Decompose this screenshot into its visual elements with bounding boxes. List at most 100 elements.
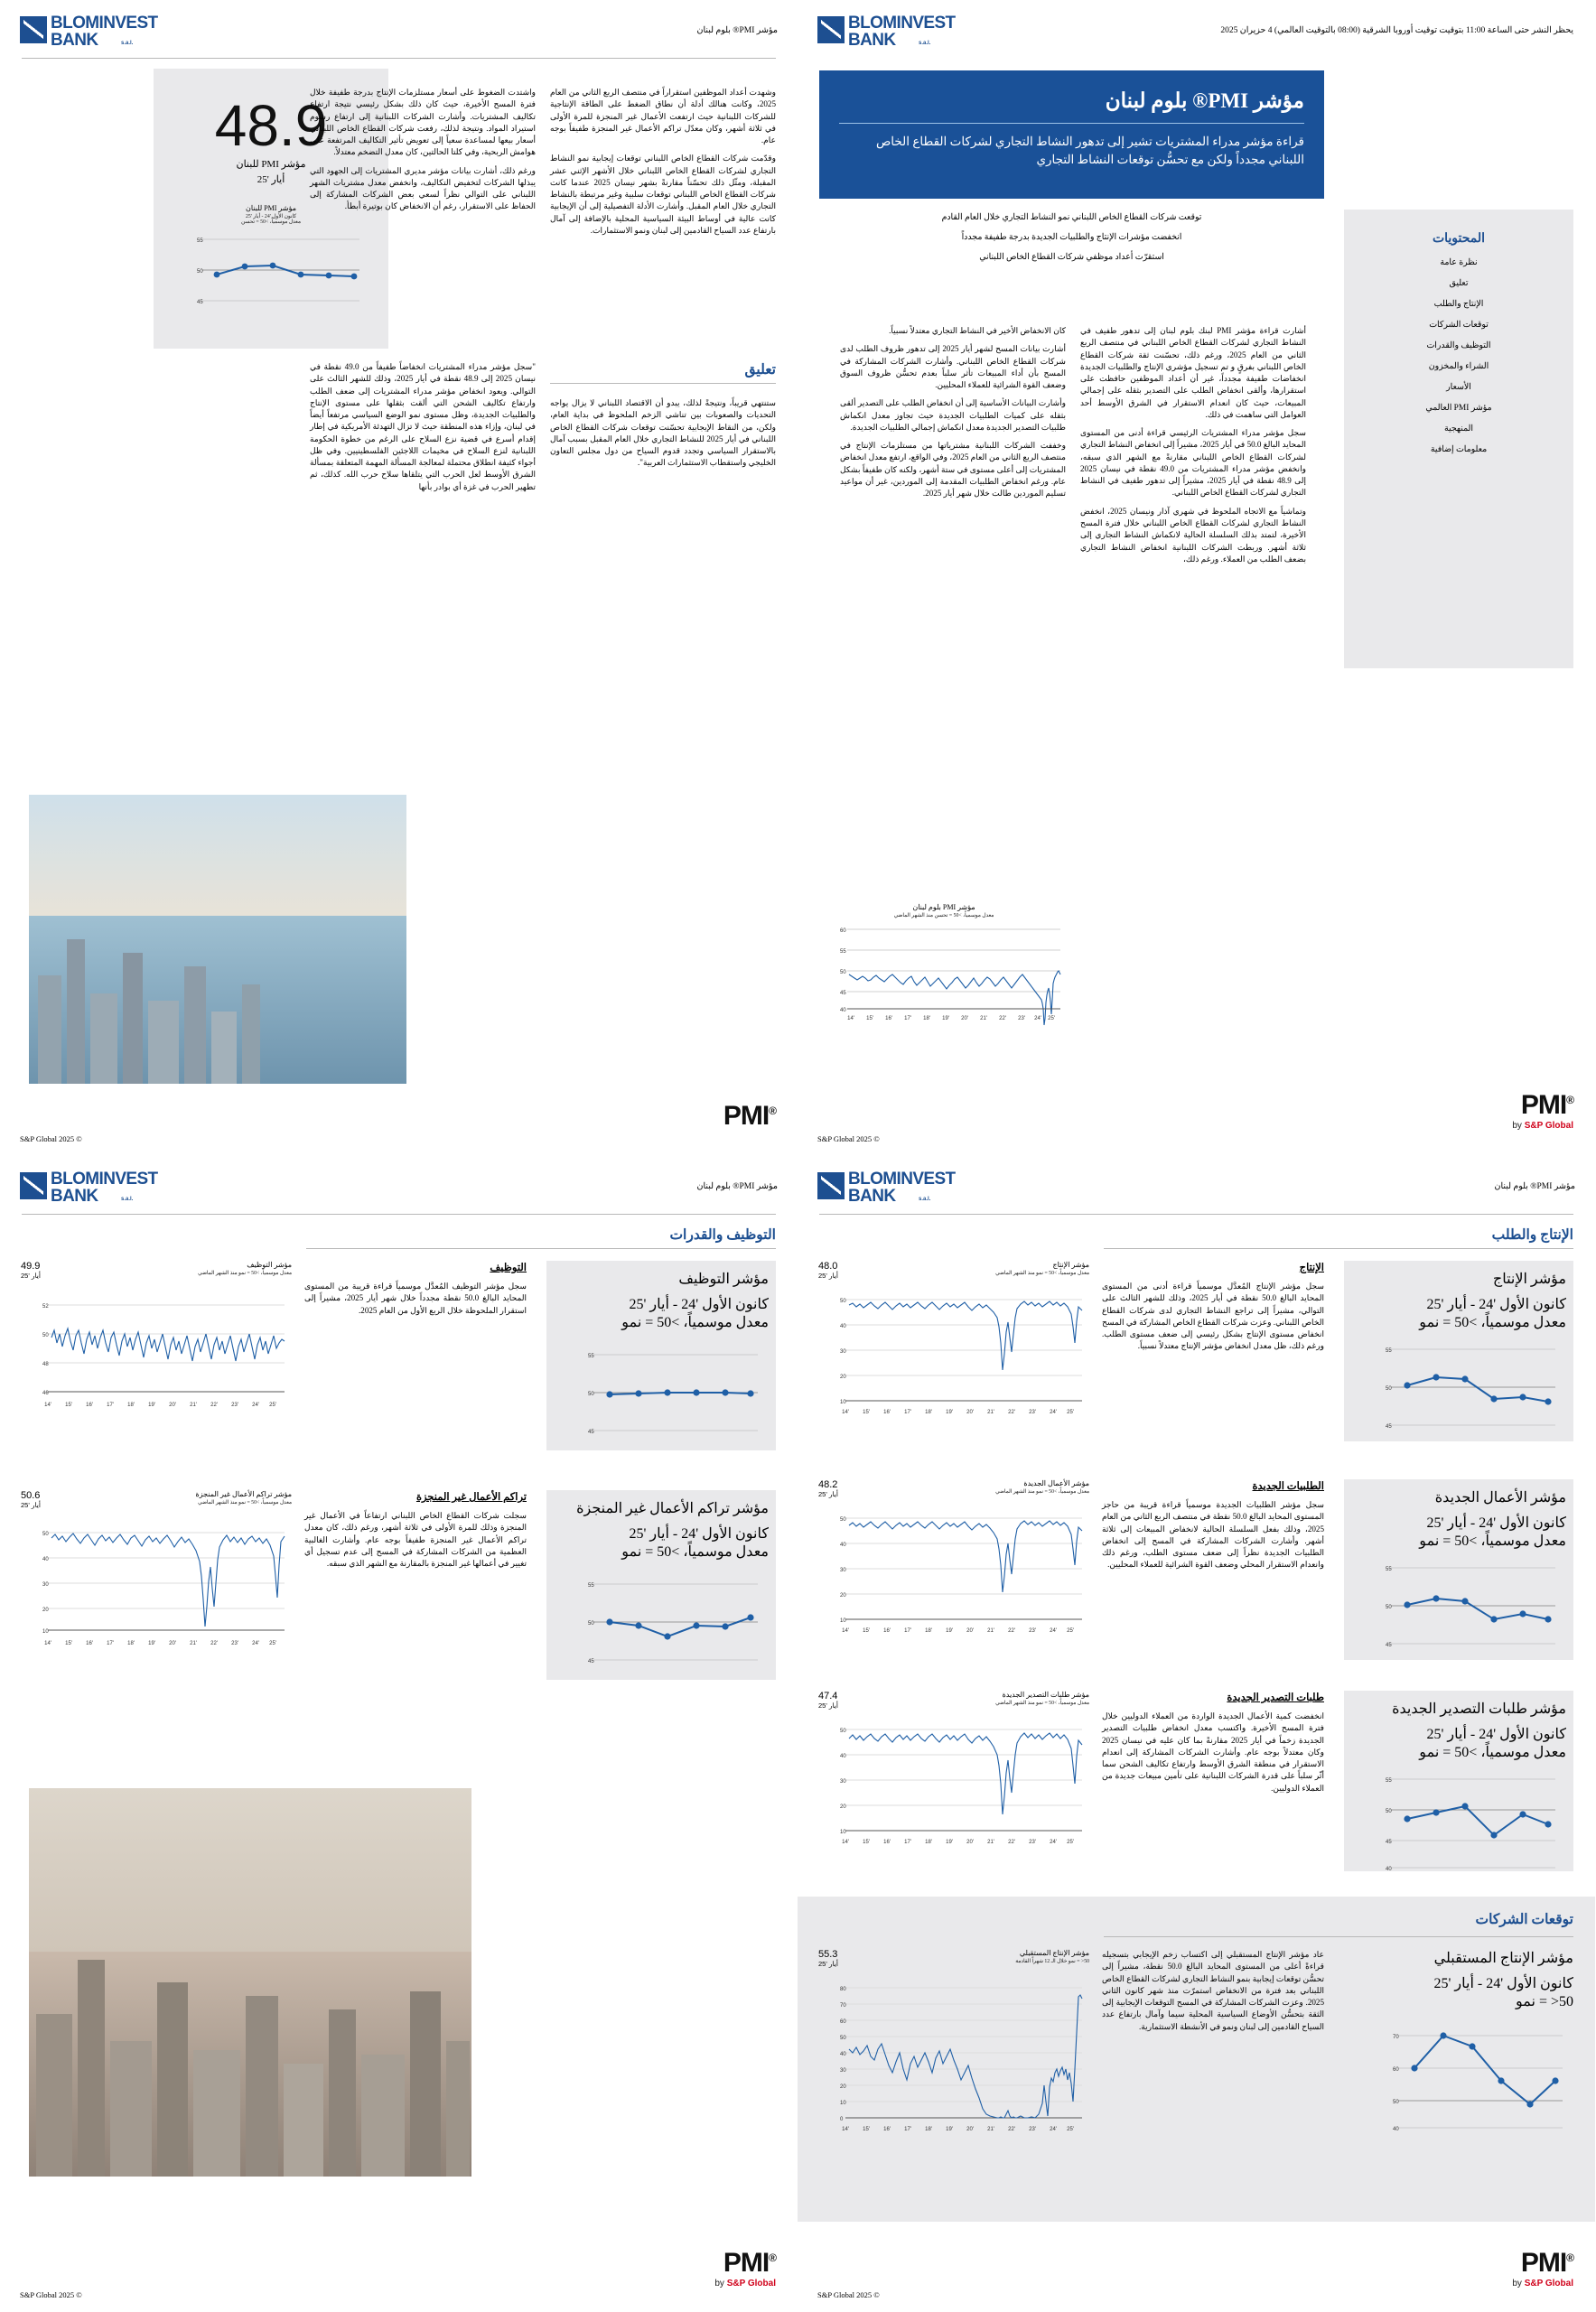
svg-text:'15: '15: [863, 1410, 870, 1415]
toc-item-global-pmi[interactable]: مؤشر PMI العالمي: [1425, 404, 1492, 413]
hero-divider: [839, 123, 1304, 125]
commentary-m1: ورغم ذلك، أشارت بيانات مؤشر مديري المشتر…: [310, 165, 536, 211]
block-new-export-orders: طلبات التصدير الجديدة انخفضت كمية الأعما…: [1102, 1691, 1324, 1801]
page4-section-title: التوظيف والقدرات: [669, 1227, 776, 1243]
toc-item-expectations[interactable]: توقعات الشركات: [1429, 321, 1489, 330]
toc-item-more-info[interactable]: معلومات إضافية: [1430, 445, 1488, 454]
logo-line1: BLOMINVEST: [848, 14, 956, 33]
svg-text:'19: '19: [946, 2127, 953, 2132]
svg-text:45: 45: [588, 1659, 594, 1664]
city-bld-11: [446, 2041, 470, 2177]
block-new-orders: الطلبيات الجديدة سجل مؤشر الطلبيات الجدي…: [1102, 1479, 1324, 1578]
svg-text:'15: '15: [863, 1628, 870, 1634]
svg-text:10: 10: [42, 1629, 49, 1635]
panel-expect-svg: 70 60 50 40: [1393, 2032, 1563, 2132]
block-backlogs-text: سجلت شركات القطاع الخاص اللبناني ارتفاعا…: [304, 1511, 527, 1569]
svg-text:'21: '21: [190, 1641, 197, 1646]
svg-text:'22: '22: [1008, 1410, 1015, 1415]
svg-text:'14: '14: [842, 1410, 849, 1415]
svg-text:'17: '17: [904, 2127, 911, 2132]
svg-text:60: 60: [840, 2019, 846, 2025]
chart-backlogs-svg: 50 40 30 20 10 '14 '15 '16 '17 '18 '19 '…: [42, 1532, 285, 1646]
city-bld-7: [284, 2064, 323, 2177]
headline-index-date: أيار '25: [257, 173, 285, 185]
svg-text:'24: '24: [1050, 1410, 1057, 1415]
chart-future-output: 55.3 أيار '25 مؤشر الإنتاج المستقبلي 50<…: [818, 1949, 1089, 2150]
svg-text:50: 50: [1386, 1605, 1392, 1610]
panel-new-export-svg: 55 50 45 40: [1386, 1778, 1555, 1872]
svg-text:'18: '18: [127, 1641, 135, 1646]
commentary-quote-col: "سجل مؤشر مدراء المشتريات انخفاضاً طفيفا…: [310, 361, 536, 499]
svg-text:'17: '17: [904, 1840, 911, 1845]
svg-text:'18: '18: [925, 1628, 932, 1634]
svg-text:55: 55: [1386, 1348, 1392, 1354]
panel-output-title: مؤشر الإنتاج: [1492, 1272, 1566, 1287]
logo3-sal: s.a.l.: [919, 1197, 931, 1202]
svg-text:'16: '16: [885, 1016, 892, 1021]
commentary-m0: واشتدت الضغوط على أسعار مستلزمات الإنتاج…: [310, 88, 536, 157]
svg-text:50: 50: [840, 1517, 846, 1523]
logo3-line1: BLOMINVEST: [848, 1170, 956, 1189]
chart-output: 48.0 أيار '25 مؤشر الإنتاج معدل موسمياً،…: [818, 1261, 1089, 1426]
commentary-heading: تعليق: [744, 362, 776, 378]
page3-pmi-logo: PMI® by S&P Global: [1512, 2245, 1574, 2289]
svg-text:'14: '14: [44, 1641, 51, 1646]
panel-new-orders-mini: مؤشر الأعمال الجديدة كانون الأول '24 - أ…: [1344, 1479, 1573, 1660]
toc-item-overview[interactable]: نظرة عامة: [1440, 258, 1478, 267]
svg-text:50: 50: [1386, 1386, 1392, 1392]
svg-text:10: 10: [840, 1400, 846, 1405]
page4-running-head: مؤشر PMI® بلوم لبنان: [696, 1182, 778, 1191]
blominvest-logo-4: BLOMINVEST BANK s.a.l.: [20, 1169, 160, 1210]
panel-backlogs-mini: مؤشر تراكم الأعمال غير المنجزة كانون الأ…: [546, 1490, 776, 1680]
svg-text:50: 50: [588, 1621, 594, 1627]
svg-text:20: 20: [840, 2084, 846, 2090]
svg-text:40: 40: [840, 2052, 846, 2057]
chart-future-title: مؤشر الإنتاج المستقبلي: [1019, 1949, 1089, 1957]
svg-text:'20: '20: [966, 2127, 974, 2132]
toc-item-employment[interactable]: التوظيف والقدرات: [1426, 341, 1491, 350]
svg-text:'15: '15: [65, 1641, 72, 1646]
toc-item-output-demand[interactable]: الإنتاج والطلب: [1433, 300, 1484, 309]
chart-new-export-title: مؤشر طلبات التصدير الجديدة: [1002, 1691, 1089, 1699]
svg-text:48: 48: [42, 1362, 49, 1367]
svg-text:20: 20: [840, 1375, 846, 1380]
svg-text:'21: '21: [987, 2127, 994, 2132]
svg-text:'25: '25: [1067, 1840, 1074, 1845]
toc-item-commentary[interactable]: تعليق: [1449, 279, 1469, 288]
page1-pmi-logo: PMI® by S&P Global: [1512, 1087, 1574, 1132]
svg-text:'24: '24: [252, 1403, 259, 1408]
blominvest-logo: BLOMINVEST BANK s.a.l.: [817, 13, 957, 54]
svg-text:'21: '21: [190, 1403, 197, 1408]
page1-header: BLOMINVEST BANK s.a.l. يحظر النشر حتى ال…: [798, 0, 1595, 56]
svg-text:40: 40: [1386, 1867, 1392, 1872]
svg-text:'14: '14: [847, 1016, 854, 1021]
expectations-section-title: توقعات الشركات: [1475, 1912, 1574, 1927]
page3-running-head: مؤشر PMI® بلوم لبنان: [1494, 1182, 1575, 1191]
panel-new-orders-title: مؤشر الأعمال الجديدة: [1434, 1490, 1566, 1506]
logo-mark-icon-2: [20, 16, 47, 43]
overview-c3: وخففت الشركات اللبنانية مشترياتها من مست…: [840, 441, 1066, 499]
toc-item-purchasing[interactable]: الشراء والمخزون: [1428, 362, 1489, 371]
panel-backlogs-sub2: معدل موسمياً، >50 = نمو: [621, 1544, 769, 1560]
chart-new-orders-date: أيار '25: [818, 1489, 838, 1498]
toc-item-prices[interactable]: الأسعار: [1446, 383, 1471, 392]
toc-item-methodology[interactable]: المنهجية: [1444, 424, 1473, 434]
svg-text:46: 46: [42, 1391, 49, 1396]
chart-output-title: مؤشر الإنتاج: [1052, 1261, 1089, 1269]
svg-text:20: 20: [840, 1804, 846, 1810]
svg-text:'20: '20: [169, 1403, 176, 1408]
svg-text:45: 45: [1386, 1424, 1392, 1430]
cover-title: مؤشر PMI® بلوم لبنان: [1105, 89, 1304, 112]
block-employment: التوظيف سجل مؤشر التوظيف المُعدَّل موسمي…: [304, 1261, 527, 1323]
panel-new-orders-svg: 55 50 45: [1386, 1567, 1555, 1648]
chart-pmi-main-sub: معدل موسمياً، >50 = تحسن منذ الشهر الماض…: [893, 912, 994, 918]
chart-future-value: 55.3: [818, 1949, 838, 1960]
pmi-by-line-3: by S&P Global: [1512, 2279, 1573, 2289]
svg-text:'18: '18: [923, 1016, 930, 1021]
chart-new-export-value-box: 47.4 أيار '25: [818, 1691, 838, 1710]
chart-new-export-svg: 50 40 30 20 10 '14 '15 '16 '17 '18 '19 '…: [840, 1729, 1083, 1845]
svg-text:'17: '17: [107, 1641, 114, 1646]
svg-text:'19: '19: [148, 1641, 155, 1646]
svg-text:40: 40: [840, 1324, 846, 1329]
svg-text:50: 50: [1393, 2100, 1399, 2105]
